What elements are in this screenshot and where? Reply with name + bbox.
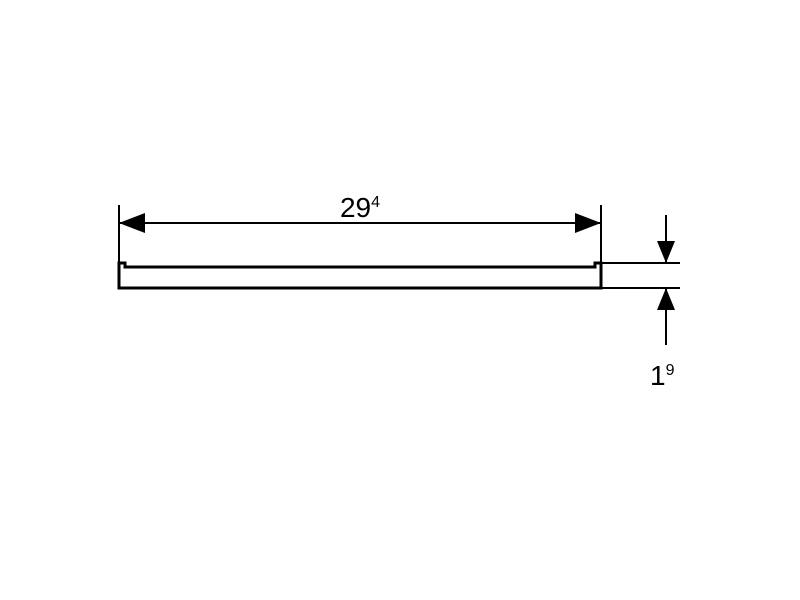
part-outline [119,263,601,288]
arrow-top [657,241,675,263]
dim-height-label: 19 [650,360,675,391]
dim-width-label: 294 [340,192,380,223]
arrow-bottom [657,288,675,310]
arrow-left [119,213,145,233]
technical-drawing: 294 19 [0,0,800,600]
arrow-right [575,213,601,233]
